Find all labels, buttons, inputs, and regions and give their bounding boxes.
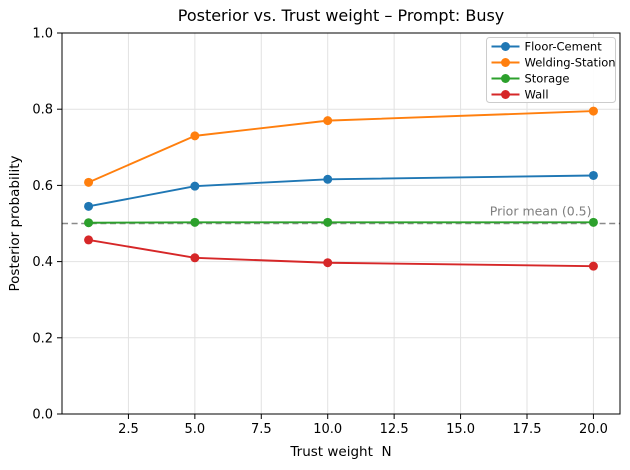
plot-border xyxy=(61,32,621,415)
x-tick-label: 5.0 xyxy=(185,422,206,437)
y-tick-label: 0.4 xyxy=(32,255,53,270)
x-tick-label: 7.5 xyxy=(251,422,272,437)
y-axis-label: Posterior probability xyxy=(7,155,23,291)
data-point-floor-cement xyxy=(588,170,598,180)
data-point-wall xyxy=(190,253,200,263)
data-point-wall xyxy=(84,235,94,245)
data-point-welding-station xyxy=(84,177,94,187)
y-tick-label: 0.8 xyxy=(32,103,53,118)
data-point-wall xyxy=(588,261,598,271)
series-line-welding-station xyxy=(87,110,595,184)
legend-swatch-marker xyxy=(501,58,510,67)
x-tick-label: 10.0 xyxy=(313,422,342,437)
legend-swatch-marker xyxy=(501,42,510,51)
series-line-floor-cement xyxy=(87,174,595,208)
chart-title: Posterior vs. Trust weight – Prompt: Bus… xyxy=(178,6,505,25)
x-tick-label: 15.0 xyxy=(446,422,475,437)
legend-box xyxy=(486,37,616,103)
axis-layer: 2.5 5.0 7.5 10.0 12.5 15.0 17.5 20.0 0.0 0.2 0.4 0.… xyxy=(32,27,621,437)
legend-label: Storage xyxy=(525,72,570,86)
x-tick-label: 2.5 xyxy=(118,422,139,437)
data-point-floor-cement xyxy=(190,181,200,191)
data-point-storage xyxy=(190,217,200,227)
data-point-welding-station xyxy=(323,116,333,126)
y-tick-label: 0.0 xyxy=(32,408,53,423)
data-point-floor-cement xyxy=(84,201,94,211)
legend-label: Welding-Station xyxy=(525,56,616,70)
data-point-welding-station xyxy=(190,131,200,141)
legend-label: Floor-Cement xyxy=(525,40,603,54)
prior-mean-annotation: Prior mean (0.5) xyxy=(490,204,592,219)
legend-layer: Floor-Cement Welding-Station Storage Wall xyxy=(486,37,616,103)
x-tick-label: 12.5 xyxy=(380,422,409,437)
x-tick-label: 20.0 xyxy=(579,422,608,437)
y-tick-label: 0.2 xyxy=(32,331,53,346)
series-layer xyxy=(62,106,620,271)
data-point-floor-cement xyxy=(323,174,333,184)
y-tick-label: 0.6 xyxy=(32,179,53,194)
x-tick-label: 17.5 xyxy=(513,422,542,437)
y-tick-label: 1.0 xyxy=(32,27,53,42)
data-point-storage xyxy=(323,217,333,227)
x-axis-label: Trust weight N xyxy=(289,444,391,460)
legend-swatch-marker xyxy=(501,74,510,83)
legend-label: Wall xyxy=(525,88,549,102)
series-line-wall xyxy=(87,238,595,268)
data-point-wall xyxy=(323,258,333,268)
data-point-storage xyxy=(588,217,598,227)
data-point-storage xyxy=(84,218,94,228)
legend-swatch-marker xyxy=(501,90,510,99)
data-point-welding-station xyxy=(588,106,598,116)
